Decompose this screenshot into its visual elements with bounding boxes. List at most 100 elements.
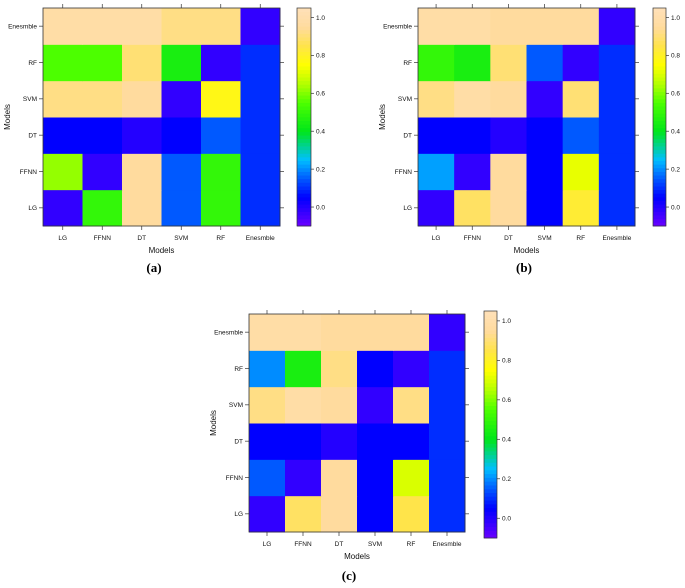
heatmap-cell [240,44,281,82]
heatmap-cell [240,153,281,191]
x-tick-label: FFNN [94,235,112,242]
heatmap-cell [357,495,394,533]
heatmap-cell [321,495,358,533]
colorbar-segment [484,496,497,501]
heatmap-cell [321,314,358,351]
colorbar-segment [653,200,666,205]
heatmap-cell [285,350,322,388]
colorbar-tick-label: 0.0 [671,204,680,211]
colorbar-segment [297,80,311,85]
colorbar-tick-label: 1.0 [316,15,325,22]
heatmap-cell [240,189,281,227]
y-tick-label: DT [234,438,243,445]
colorbar-segment [653,138,666,143]
colorbar-segment [297,87,311,92]
colorbar-segment [297,153,311,158]
colorbar-segment [484,500,497,505]
heatmap-cell [490,80,527,118]
heatmap-panel-3: LG FFNN DT SVM RF Enesmble LG FFNN DT SVM RF Enesmb… [209,310,511,583]
x-tick-label: Enesmble [433,541,462,548]
x-tick-label: FFNN [294,541,312,548]
heatmap-cell [526,153,564,191]
heatmap-cell [454,44,491,82]
colorbar-segment [484,473,497,478]
colorbar-segment [484,322,497,327]
colorbar-tick-label: 0.2 [671,166,680,173]
colorbar-segment [653,153,666,158]
colorbar-segment [484,390,497,395]
colorbar-segment [484,481,497,486]
heatmap-cell [285,495,322,533]
heatmap-cell [490,8,527,45]
colorbar-tick-label: 0.8 [316,53,325,60]
colorbar-segment [653,215,666,220]
colorbar-segment [653,178,666,183]
colorbar-segment [297,62,311,67]
colorbar-segment [484,439,497,444]
x-tick-label: DT [335,541,344,548]
heatmap-cell [161,189,202,227]
colorbar-segment [484,341,497,346]
x-tick-label: LG [263,541,272,548]
heatmap-cell [357,350,394,388]
colorbar-tick-label: 0.0 [502,516,511,523]
colorbar-segment [653,73,666,78]
colorbar-segment [484,492,497,497]
colorbar-segment [653,98,666,103]
colorbar-segment [297,117,311,122]
colorbar-segment [484,326,497,331]
heatmap-cell [82,8,123,45]
colorbar-segment [653,77,666,82]
colorbar-segment [297,138,311,143]
colorbar-segment [653,211,666,216]
colorbar-segment [653,66,666,71]
colorbar-segment [484,477,497,482]
colorbar-tick-label: 1.0 [502,318,511,325]
colorbar-segment [653,51,666,56]
colorbar-segment [653,113,666,118]
colorbar-segment [297,91,311,96]
heatmap-cell [429,495,466,533]
colorbar-segment [297,207,311,212]
colorbar-segment [484,401,497,406]
colorbar-tick-label: 0.0 [316,204,325,211]
colorbar-segment [484,348,497,354]
heatmap-cell [321,386,358,424]
colorbar-tick-label: 0.6 [671,91,680,98]
colorbar-segment [653,109,666,114]
colorbar-segment [297,15,311,20]
colorbar-segment [297,171,311,176]
colorbar-segment [653,186,666,191]
x-axis-title: Models [149,246,175,255]
y-tick-label: DT [28,132,37,139]
heatmap-cell [43,153,83,191]
colorbar-segment [297,113,311,118]
colorbar-segment [297,131,311,136]
colorbar-segment [484,367,497,372]
x-tick-label: Enesmble [602,235,631,242]
y-tick-label: LG [28,205,37,212]
heatmap-cell [122,80,162,118]
heatmap-cell [82,189,123,227]
x-tick-label: FFNN [464,235,482,242]
colorbar-segment [484,443,497,448]
colorbar-segment [653,11,666,16]
colorbar-segment [297,11,311,16]
colorbar-segment [484,371,497,376]
x-tick-label: DT [504,235,513,242]
colorbar-segment [484,454,497,459]
colorbar-tick-label: 0.8 [502,358,511,365]
colorbar-segment [484,534,497,539]
colorbar-frame [652,7,667,227]
colorbar-segment [653,189,666,194]
colorbar-tick-label: 0.8 [671,53,680,60]
colorbar-segment [297,120,311,125]
heatmap-cell [418,80,455,118]
colorbar-segment [297,69,311,74]
heatmap-cell [429,386,466,424]
colorbar-segment [297,156,311,161]
colorbar-segment [484,356,497,361]
colorbar-segment [484,485,497,490]
colorbar-segment [297,102,311,107]
x-tick-label: SVM [174,235,188,242]
